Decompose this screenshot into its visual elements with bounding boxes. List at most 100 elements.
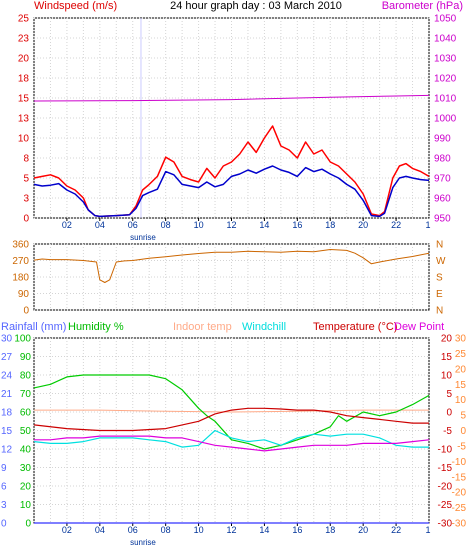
humidity-tick-label: 60: [20, 408, 32, 419]
barometer-line: [33, 94, 430, 102]
barometer-tick-label: 1030: [434, 54, 457, 65]
windspeed-tick-label: 25: [18, 14, 30, 25]
climate-xtick-label: 08: [161, 525, 171, 535]
barometer-axis-title: Barometer (hPa): [382, 0, 463, 12]
legend-rainfall: Rainfall (mm): [1, 321, 66, 333]
dewpoint-tick-label: 15: [455, 380, 467, 391]
humidity-tick-label: 50: [20, 426, 32, 437]
windspeed-tick-label: 8: [23, 154, 29, 165]
climate-xtick-label: 14: [259, 525, 269, 535]
barometer-tick-label: 980: [434, 154, 451, 165]
sunrise-label-bottom: sunrise: [130, 538, 156, 547]
compass-tick-label: S: [436, 273, 443, 284]
rainfall-tick-label: 3: [1, 500, 7, 511]
temperature-tick-label: -10: [438, 445, 453, 456]
humidity-tick-label: 30: [20, 463, 32, 474]
temperature-tick-label: 15: [441, 352, 453, 363]
wind-direction-line: [33, 249, 430, 283]
wind-xtick-label: 20: [358, 220, 368, 230]
dewpoint-tick-label: 30: [455, 334, 467, 345]
humidity-tick-label: 70: [20, 389, 32, 400]
dewpoint-tick-label: -5: [457, 441, 466, 452]
rainfall-tick-label: 18: [1, 408, 13, 419]
rainfall-tick-label: 0: [1, 519, 7, 530]
temperature-tick-label: -30: [438, 519, 453, 530]
barometer-tick-label: 1000: [434, 114, 457, 125]
barometer-tick-label: 1050: [434, 14, 457, 25]
temperature-tick-label: 10: [441, 371, 453, 382]
humidity-tick-label: 80: [20, 371, 32, 382]
direction-tick-label: 360: [12, 240, 29, 251]
legend-dew-point: Dew Point: [394, 321, 444, 333]
wind-xtick-label: 22: [391, 220, 401, 230]
climate-xtick-label: 16: [292, 525, 302, 535]
windspeed-tick-label: 18: [18, 74, 30, 85]
windspeed-tick-label: 0: [23, 214, 29, 225]
humidity-tick-label: 10: [20, 500, 32, 511]
wind-xtick-label: 08: [161, 220, 171, 230]
temperature-tick-label: 0: [446, 408, 452, 419]
climate-xtick-label: 10: [194, 525, 204, 535]
dewpoint-tick-label: 0: [460, 426, 466, 437]
windspeed-tick-label: 23: [18, 34, 30, 45]
direction-tick-label: 270: [12, 256, 29, 267]
rainfall-tick-label: 30: [1, 334, 13, 345]
indoor-temp-line: [34, 409, 429, 413]
rainfall-tick-label: 27: [1, 352, 13, 363]
legend-humidity: Humidity %: [68, 321, 124, 333]
wind-xtick-end: 1: [425, 220, 430, 230]
chart-dynamic-layer: 0358101315182023259509609709809901000101…: [1, 14, 466, 536]
barometer-tick-label: 970: [434, 174, 451, 185]
wind-xtick-label: 10: [194, 220, 204, 230]
barometer-tick-label: 1020: [434, 74, 457, 85]
climate-xtick-end: 1: [425, 525, 430, 535]
windspeed-tick-label: 13: [18, 114, 30, 125]
direction-tick-label: 180: [12, 273, 29, 284]
rainfall-tick-label: 6: [1, 482, 7, 493]
windspeed-tick-label: 15: [18, 94, 30, 105]
wind-xtick-label: 04: [95, 220, 105, 230]
temperature-tick-label: -20: [438, 482, 453, 493]
climate-xtick-label: 06: [128, 525, 138, 535]
windspeed-tick-label: 3: [23, 194, 29, 205]
sunrise-label-top: sunrise: [130, 233, 156, 242]
temperature-tick-label: -25: [438, 500, 453, 511]
dewpoint-tick-label: -20: [452, 488, 467, 499]
windspeed-axis-title: Windspeed (m/s): [34, 0, 117, 12]
temperature-tick-label: -15: [438, 463, 453, 474]
climate-xtick-label: 22: [391, 525, 401, 535]
direction-tick-label: 0: [23, 306, 29, 317]
windspeed-line: [33, 165, 430, 218]
dewpoint-tick-label: 10: [455, 395, 467, 406]
barometer-tick-label: 960: [434, 194, 451, 205]
wind-xtick-label: 12: [226, 220, 236, 230]
dewpoint-tick-label: -30: [452, 519, 467, 530]
rainfall-tick-label: 12: [1, 445, 13, 456]
windspeed-tick-label: 20: [18, 54, 30, 65]
climate-xtick-label: 04: [95, 525, 105, 535]
temperature-tick-label: -5: [443, 426, 452, 437]
wind-xtick-label: 06: [128, 220, 138, 230]
barometer-tick-label: 950: [434, 214, 451, 225]
chart-title: 24 hour graph day : 03 March 2010: [170, 0, 342, 12]
barometer-tick-label: 1040: [434, 34, 457, 45]
temperature-tick-label: 5: [446, 389, 452, 400]
rainfall-tick-label: 15: [1, 426, 13, 437]
wind-xtick-label: 18: [325, 220, 335, 230]
climate-xtick-label: 20: [358, 525, 368, 535]
dewpoint-tick-label: -15: [452, 472, 467, 483]
wind-xtick-label: 14: [259, 220, 269, 230]
dewpoint-tick-label: 5: [460, 411, 466, 422]
dewpoint-tick-label: 20: [455, 364, 467, 375]
rainfall-tick-label: 21: [1, 389, 13, 400]
direction-tick-label: 90: [18, 289, 30, 300]
legend-windchill: Windchill: [242, 321, 286, 333]
wind-xtick-label: 02: [62, 220, 72, 230]
compass-tick-label: N: [436, 240, 443, 251]
humidity-tick-label: 40: [20, 445, 32, 456]
temperature-tick-label: 20: [441, 334, 453, 345]
barometer-tick-label: 1010: [434, 94, 457, 105]
dew-point-line: [34, 435, 430, 452]
dewpoint-tick-label: -25: [452, 503, 467, 514]
